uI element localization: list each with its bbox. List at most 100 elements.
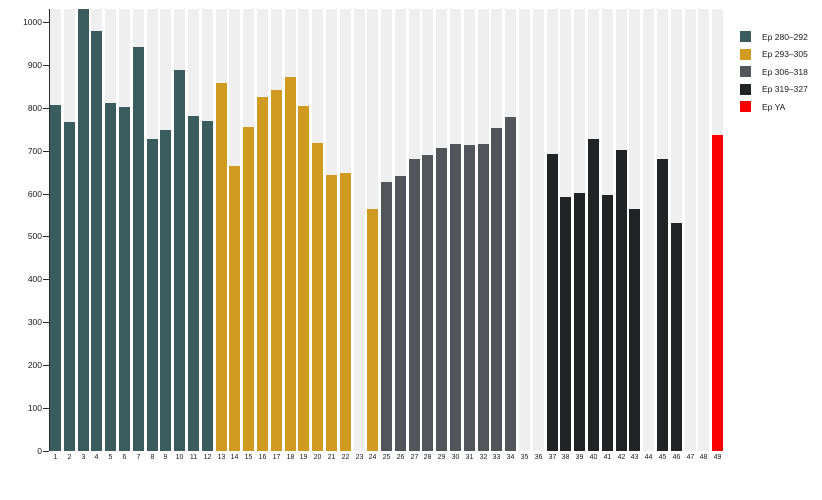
- x-tick-label: 29: [437, 454, 446, 461]
- bar: [91, 31, 102, 451]
- bar: [491, 127, 502, 451]
- x-tick-label: 27: [410, 454, 419, 461]
- bar: [174, 70, 185, 451]
- x-tick-label: 20: [313, 454, 322, 461]
- bar: [271, 90, 282, 451]
- bar: [119, 107, 130, 451]
- x-tick-label: 9: [163, 454, 168, 461]
- bar: [243, 127, 254, 451]
- bar: [160, 130, 171, 451]
- y-tick-label: 800: [27, 102, 42, 113]
- x-tick-label: 13: [217, 454, 226, 461]
- y-tick-mark: [43, 236, 49, 238]
- y-tick-label: 100: [27, 403, 42, 414]
- y-tick-label: 900: [27, 59, 42, 70]
- x-tick-label: 30: [451, 454, 460, 461]
- y-tick-mark: [43, 64, 49, 66]
- bar: [602, 195, 613, 451]
- y-tick-label: 400: [27, 274, 42, 285]
- bar: [629, 208, 640, 451]
- y-tick-label: 300: [27, 317, 42, 328]
- y-axis-line: [49, 9, 50, 451]
- x-tick-label: 46: [672, 454, 681, 461]
- plot-area: [43, 9, 726, 452]
- bar: [105, 103, 116, 451]
- y-tick-label: 200: [27, 360, 42, 371]
- y-tick-mark: [43, 21, 49, 23]
- background-stripe: [643, 9, 654, 451]
- y-tick-label: 1000: [23, 16, 42, 27]
- x-tick-label: 8: [150, 454, 155, 461]
- legend-label: Ep 280–292: [762, 31, 808, 42]
- x-tick-label: 4: [94, 454, 99, 461]
- background-stripe: [519, 9, 530, 451]
- x-tick-label: 25: [382, 454, 391, 461]
- bar: [326, 175, 337, 451]
- legend-label: Ep YA: [762, 101, 786, 112]
- bar: [450, 143, 461, 451]
- x-tick-label: 14: [230, 454, 239, 461]
- bar: [464, 144, 475, 451]
- x-tick-label: 2: [67, 454, 72, 461]
- bar: [133, 46, 144, 451]
- x-tick-label: 31: [465, 454, 474, 461]
- x-tick-label: 47: [686, 454, 695, 461]
- y-tick-mark: [43, 451, 49, 452]
- bar: [436, 147, 447, 451]
- y-tick-mark: [43, 193, 49, 195]
- x-tick-label: 39: [575, 454, 584, 461]
- legend-label: Ep 306–318: [762, 66, 808, 77]
- x-tick-label: 17: [272, 454, 281, 461]
- bar: [340, 172, 351, 451]
- bar: [229, 166, 240, 451]
- background-stripe: [685, 9, 696, 451]
- background-stripe: [698, 9, 709, 451]
- x-tick-label: 40: [589, 454, 598, 461]
- x-tick-label: 3: [81, 454, 86, 461]
- legend-item: Ep 280–292: [740, 31, 808, 42]
- x-tick-label: 6: [122, 454, 127, 461]
- y-tick-mark: [43, 107, 49, 109]
- y-tick-mark: [43, 408, 49, 410]
- x-tick-label: 36: [534, 454, 543, 461]
- x-tick-label: 1: [53, 454, 58, 461]
- bar: [312, 142, 323, 451]
- bar: [560, 197, 571, 451]
- y-tick-label: 600: [27, 188, 42, 199]
- bar: [202, 120, 213, 451]
- y-tick-label: 700: [27, 145, 42, 156]
- legend-swatch-icon: [740, 101, 751, 112]
- x-tick-label: 33: [492, 454, 501, 461]
- x-tick-label: 28: [423, 454, 432, 461]
- bar: [188, 116, 199, 451]
- x-tick-label: 37: [548, 454, 557, 461]
- bar: [712, 134, 723, 451]
- background-stripe: [354, 9, 365, 451]
- x-tick-label: 18: [286, 454, 295, 461]
- bar: [422, 155, 433, 451]
- bar: [409, 158, 420, 451]
- x-tick-label: 49: [713, 454, 722, 461]
- x-tick-label: 24: [368, 454, 377, 461]
- legend-swatch-icon: [740, 48, 751, 60]
- bar: [50, 104, 61, 451]
- x-tick-label: 41: [603, 454, 612, 461]
- bar: [64, 122, 75, 451]
- y-tick-mark: [43, 322, 49, 324]
- y-tick-mark: [43, 279, 49, 281]
- legend: Ep 280–292 Ep 293–305 Ep 306–318 Ep 319–327…: [740, 31, 808, 119]
- x-tick-label: 19: [299, 454, 308, 461]
- bar: [547, 153, 558, 451]
- y-tick-mark: [43, 365, 49, 367]
- x-tick-label: 15: [244, 454, 253, 461]
- x-tick-label: 21: [327, 454, 336, 461]
- x-tick-label: 44: [644, 454, 653, 461]
- x-tick-label: 42: [617, 454, 626, 461]
- legend-swatch-icon: [740, 31, 751, 42]
- legend-swatch-icon: [740, 66, 751, 77]
- bar: [478, 144, 489, 451]
- bar: [285, 76, 296, 451]
- bar: [574, 193, 585, 451]
- bar: [671, 223, 682, 451]
